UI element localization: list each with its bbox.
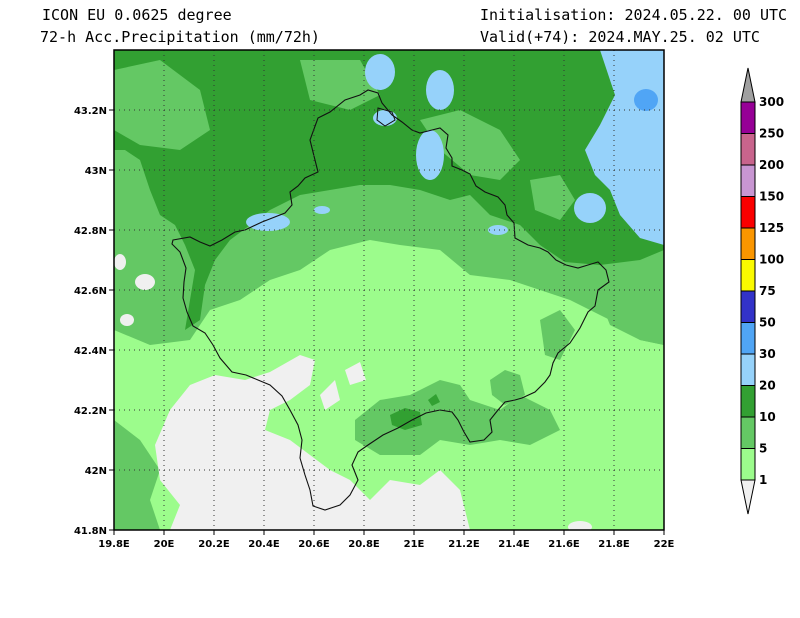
lon-tick-label: 20.6E bbox=[298, 539, 330, 550]
precip-5-10-area bbox=[600, 290, 664, 345]
lat-tick-label: 42N bbox=[85, 466, 107, 477]
colorbar-segment bbox=[740, 227, 756, 260]
lat-tick-label: 43N bbox=[85, 166, 107, 177]
lon-tick-label: 21.4E bbox=[498, 539, 530, 550]
lon-tick-label: 22E bbox=[654, 539, 675, 550]
precip-20-30-area bbox=[246, 213, 290, 231]
colorbar-segment bbox=[740, 133, 756, 166]
precip-20-30-area bbox=[488, 225, 508, 235]
colorbar-segment bbox=[740, 416, 756, 449]
lon-tick-label: 21.8E bbox=[598, 539, 630, 550]
precip-20-30-area bbox=[314, 206, 330, 214]
lon-tick-label: 20.8E bbox=[348, 539, 380, 550]
colorbar-level-label: 200 bbox=[759, 158, 784, 172]
map-grid bbox=[114, 50, 664, 530]
precip-below-1-area bbox=[568, 521, 592, 530]
precip-20-30-area bbox=[373, 110, 397, 126]
colorbar-level-label: 75 bbox=[759, 284, 776, 298]
precip-below-1-area bbox=[217, 484, 233, 496]
colorbar-level-label: 1 bbox=[759, 473, 767, 487]
precip-5-10-area bbox=[300, 60, 380, 110]
precip-20-30-area bbox=[365, 54, 395, 90]
colorbar-level-label: 125 bbox=[759, 221, 784, 235]
precip-10-20-area bbox=[428, 394, 440, 406]
lon-tick-label: 19.8E bbox=[98, 539, 130, 550]
colorbar: 1 5 10 20 30 50 75 100 125 150 200 250 300 bbox=[740, 67, 784, 515]
lon-tick-label: 20.2E bbox=[198, 539, 230, 550]
precip-30-50-area bbox=[634, 89, 658, 111]
precip-10-20-area bbox=[390, 408, 422, 430]
colorbar-level-label: 150 bbox=[759, 190, 784, 204]
precip-5-10-area bbox=[490, 370, 525, 405]
colorbar-level-label: 20 bbox=[759, 379, 776, 393]
colorbar-level-label: 300 bbox=[759, 95, 784, 109]
field-title: 72-h Acc.Precipitation (mm/72h) bbox=[40, 28, 320, 46]
precip-20-30-area bbox=[426, 70, 454, 110]
lon-labels: 19.8E 20E 20.2E 20.4E 20.6E 20.8E 21E 21… bbox=[98, 539, 674, 550]
lon-tick-label: 21.2E bbox=[448, 539, 480, 550]
colorbar-segment bbox=[740, 353, 756, 386]
lon-tick-label: 20.4E bbox=[248, 539, 280, 550]
colorbar-segment bbox=[740, 259, 756, 292]
colorbar-segment bbox=[740, 196, 756, 229]
precip-20-30-area bbox=[416, 130, 444, 180]
colorbar-level-label: 250 bbox=[759, 127, 784, 141]
precip-below-1-area bbox=[345, 362, 366, 385]
colorbar-level-label: 10 bbox=[759, 410, 776, 424]
lat-tick-label: 42.4N bbox=[74, 346, 107, 357]
country-border bbox=[171, 89, 610, 511]
colorbar-segment bbox=[740, 290, 756, 323]
lat-labels: 43.2N 43N 42.8N 42.6N 42.4N 42.2N 42N 41… bbox=[74, 106, 107, 537]
lat-tick-label: 42.2N bbox=[74, 406, 107, 417]
precip-5-10-area bbox=[114, 420, 160, 530]
precip-below-1-area bbox=[175, 426, 195, 438]
model-title: ICON EU 0.0625 degree bbox=[42, 6, 232, 24]
colorbar-level-label: 5 bbox=[759, 442, 767, 456]
lon-tick-label: 21.6E bbox=[548, 539, 580, 550]
colorbar-level-label: 30 bbox=[759, 347, 776, 361]
precip-below-1-area bbox=[320, 380, 340, 410]
colorbar-level-label: 50 bbox=[759, 316, 776, 330]
colorbar-segment bbox=[740, 164, 756, 197]
precip-5-10-area bbox=[540, 310, 575, 360]
colorbar-segment bbox=[740, 101, 756, 134]
precip-below-1-area bbox=[114, 254, 126, 270]
precip-5-10-area bbox=[420, 110, 520, 180]
lat-tick-label: 43.2N bbox=[74, 106, 107, 117]
colorbar-level-label: 100 bbox=[759, 253, 784, 267]
lat-tick-label: 42.8N bbox=[74, 226, 107, 237]
colorbar-bottom-arrow bbox=[740, 479, 756, 515]
init-time: Initialisation: 2024.05.22. 00 UTC bbox=[480, 6, 788, 24]
colorbar-segment bbox=[740, 448, 756, 481]
colorbar-segment bbox=[740, 385, 756, 418]
axis-ticks bbox=[109, 109, 665, 535]
precip-5-10-area bbox=[530, 175, 575, 220]
colorbar-top-arrow bbox=[740, 67, 756, 103]
precip-below-1-area bbox=[120, 314, 134, 326]
precip-below-1-area bbox=[135, 274, 155, 290]
precip-20-30-area bbox=[574, 193, 606, 223]
valid-time: Valid(+74): 2024.MAY.25. 02 UTC bbox=[480, 28, 760, 46]
precip-5-10-area bbox=[114, 60, 210, 150]
precip-below-1-area bbox=[155, 355, 470, 530]
precip-field bbox=[114, 50, 664, 530]
precip-5-10-area bbox=[355, 380, 560, 455]
country-border bbox=[376, 107, 396, 127]
lat-tick-label: 41.8N bbox=[74, 526, 107, 537]
precip-10-20-area bbox=[114, 50, 664, 330]
colorbar-segment bbox=[740, 322, 756, 355]
lon-tick-label: 21E bbox=[404, 539, 425, 550]
lat-tick-label: 42.6N bbox=[74, 286, 107, 297]
lon-tick-label: 20E bbox=[154, 539, 175, 550]
